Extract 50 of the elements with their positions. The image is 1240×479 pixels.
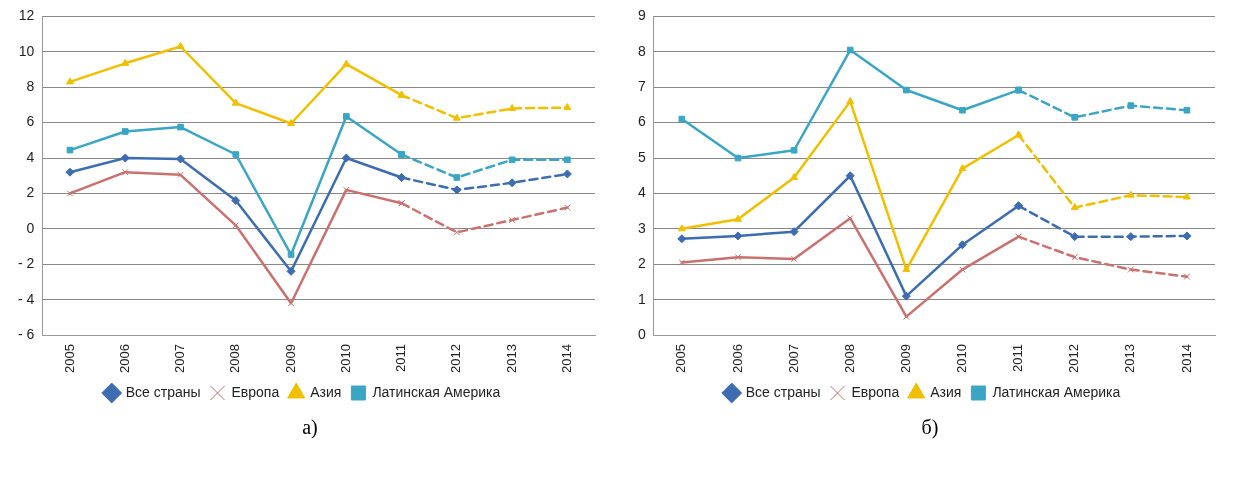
x-tick-label: 2006 xyxy=(729,344,745,373)
legend-label: Все страны xyxy=(745,383,821,400)
y-tick-label: 4 xyxy=(637,184,646,201)
x-tick-label: 2013 xyxy=(503,344,519,373)
text: б) xyxy=(921,416,939,439)
y-tick-label: 12 xyxy=(18,7,35,24)
legend-label: Азия xyxy=(310,383,342,400)
x-tick-label: 2008 xyxy=(841,344,857,373)
legend-label: Латинская Америка xyxy=(372,383,501,400)
y-tick-label: 7 xyxy=(637,78,646,95)
y-tick-label: 8 xyxy=(26,78,35,95)
x-tick-label: 2010 xyxy=(337,344,353,373)
x-tick-label: 2010 xyxy=(954,344,970,373)
x-tick-label: 2014 xyxy=(1178,344,1194,373)
y-tick-label: 5 xyxy=(637,148,646,165)
y-tick-label: 10 xyxy=(18,42,35,59)
y-tick-label: - 6 xyxy=(17,325,35,342)
x-tick-label: 2014 xyxy=(558,344,574,373)
y-tick-label: - 2 xyxy=(17,255,35,272)
y-tick-label: 9 xyxy=(637,7,646,24)
y-tick-label: 6 xyxy=(637,113,646,130)
x-tick-label: 2005 xyxy=(673,344,689,373)
x-tick-label: 2008 xyxy=(227,344,243,373)
x-tick-label: 2013 xyxy=(1122,344,1138,373)
x-tick-label: 2011 xyxy=(393,344,409,373)
legend-label: Европа xyxy=(851,383,900,400)
legend-label: Европа xyxy=(231,383,280,400)
legend-label: Все страны xyxy=(125,383,201,400)
y-tick-label: 3 xyxy=(637,219,646,236)
x-tick-label: 2009 xyxy=(282,344,298,373)
y-tick-label: 1 xyxy=(637,290,646,307)
x-tick-label: 2006 xyxy=(116,344,132,373)
x-tick-label: 2007 xyxy=(172,344,188,373)
y-tick-label: 2 xyxy=(26,184,35,201)
x-tick-label: 2005 xyxy=(61,344,77,373)
y-tick-label: 8 xyxy=(637,42,646,59)
text: а) xyxy=(302,416,318,439)
x-tick-label: 2007 xyxy=(785,344,801,373)
x-tick-label: 2012 xyxy=(448,344,464,373)
legend-label: Азия xyxy=(930,383,962,400)
y-tick-label: 4 xyxy=(26,148,35,165)
x-tick-label: 2011 xyxy=(1010,344,1026,373)
x-tick-label: 2009 xyxy=(897,344,913,373)
y-tick-label: 0 xyxy=(26,219,35,236)
x-tick-label: 2012 xyxy=(1066,344,1082,373)
y-tick-label: 2 xyxy=(637,255,646,272)
y-tick-label: 0 xyxy=(637,325,646,342)
y-tick-label: 6 xyxy=(26,113,35,130)
y-tick-label: - 4 xyxy=(17,290,35,307)
legend-label: Латинская Америка xyxy=(992,383,1121,400)
